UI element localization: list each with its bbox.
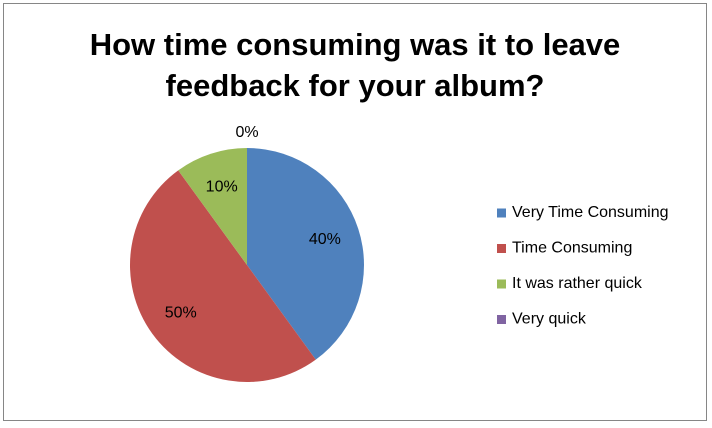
chart-title: How time consuming was it to leave xyxy=(90,27,621,62)
data-label: 40% xyxy=(309,231,341,248)
legend-swatch xyxy=(497,208,506,218)
pie-slice xyxy=(247,148,365,360)
legend-label: It was rather quick xyxy=(512,275,643,292)
legend-swatch xyxy=(497,279,506,289)
data-label: 50% xyxy=(165,304,197,321)
legend-label: Very quick xyxy=(512,311,587,328)
legend-label: Time Consuming xyxy=(512,240,632,257)
chart-title: feedback for your album? xyxy=(166,68,545,103)
data-label: 0% xyxy=(235,124,258,141)
legend-swatch xyxy=(497,244,506,253)
pie-slice xyxy=(130,170,316,383)
pie-slice xyxy=(178,148,247,265)
legend-label: Very Time Consuming xyxy=(512,204,669,221)
chart-frame xyxy=(3,3,707,421)
legend-swatch xyxy=(497,315,506,324)
data-label: 10% xyxy=(206,178,238,195)
